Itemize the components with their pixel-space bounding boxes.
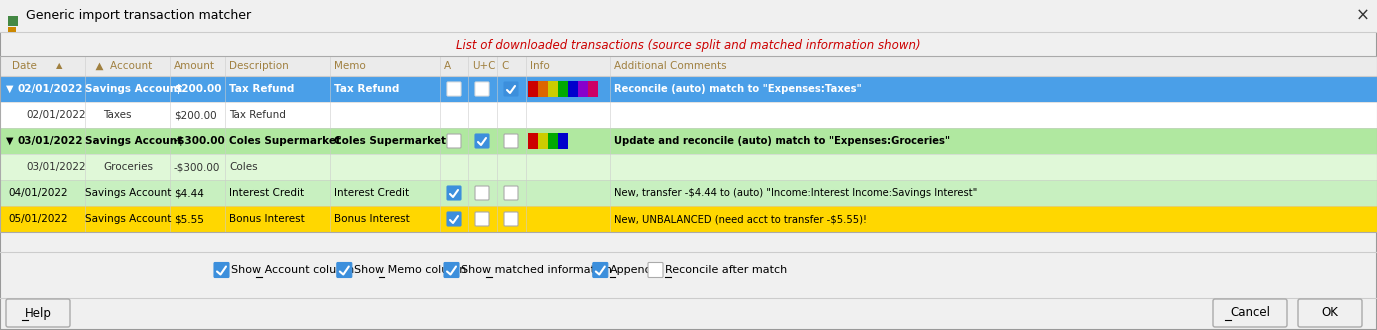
Text: 04/01/2022: 04/01/2022 xyxy=(8,188,67,198)
Bar xyxy=(0,206,1377,232)
Text: 03/01/2022: 03/01/2022 xyxy=(18,136,84,146)
Text: Bonus Interest: Bonus Interest xyxy=(229,214,304,224)
Text: Coles Supermarket: Coles Supermarket xyxy=(229,136,341,146)
Bar xyxy=(0,56,1377,232)
FancyBboxPatch shape xyxy=(504,186,518,200)
Text: A: A xyxy=(443,61,452,71)
Text: Coles: Coles xyxy=(229,162,257,172)
Text: Info: Info xyxy=(530,61,549,71)
Bar xyxy=(8,27,17,32)
Bar xyxy=(558,133,567,149)
Text: 02/01/2022: 02/01/2022 xyxy=(18,84,84,94)
Text: Reconcile after match: Reconcile after match xyxy=(665,265,788,275)
Bar xyxy=(0,128,1377,154)
Bar xyxy=(0,76,1377,102)
Text: Show Memo column: Show Memo column xyxy=(354,265,467,275)
Text: Append: Append xyxy=(610,265,653,275)
Text: Reconcile (auto) match to "Expenses:Taxes": Reconcile (auto) match to "Expenses:Taxe… xyxy=(614,84,862,94)
Text: Taxes: Taxes xyxy=(103,110,131,120)
FancyBboxPatch shape xyxy=(475,82,489,96)
Text: List of downloaded transactions (source split and matched information shown): List of downloaded transactions (source … xyxy=(456,40,921,52)
FancyBboxPatch shape xyxy=(213,262,229,278)
FancyBboxPatch shape xyxy=(337,262,351,278)
Text: C: C xyxy=(501,61,508,71)
Text: Interest Credit: Interest Credit xyxy=(229,188,304,198)
Bar xyxy=(588,81,598,97)
Text: $200.00: $200.00 xyxy=(174,110,216,120)
Text: 02/01/2022: 02/01/2022 xyxy=(26,110,85,120)
Text: Generic import transaction matcher: Generic import transaction matcher xyxy=(26,10,251,22)
Bar xyxy=(548,133,558,149)
FancyBboxPatch shape xyxy=(1213,299,1287,327)
Text: $200.00: $200.00 xyxy=(174,84,222,94)
FancyBboxPatch shape xyxy=(475,134,489,148)
Text: Description: Description xyxy=(229,61,289,71)
Text: Show Account column: Show Account column xyxy=(231,265,354,275)
FancyBboxPatch shape xyxy=(649,262,662,278)
Text: Savings Account: Savings Account xyxy=(85,136,182,146)
Text: Help: Help xyxy=(25,307,51,319)
FancyBboxPatch shape xyxy=(593,262,607,278)
Bar xyxy=(558,81,567,97)
Text: Date: Date xyxy=(12,61,37,71)
FancyBboxPatch shape xyxy=(448,82,461,96)
Text: Tax Refund: Tax Refund xyxy=(335,84,399,94)
Bar xyxy=(527,133,538,149)
Text: U+C: U+C xyxy=(472,61,496,71)
Text: OK: OK xyxy=(1322,307,1338,319)
Bar xyxy=(0,180,1377,206)
FancyBboxPatch shape xyxy=(448,134,461,148)
Text: -$300.00: -$300.00 xyxy=(174,162,220,172)
Text: Savings Account: Savings Account xyxy=(85,84,182,94)
Text: ▲  Account: ▲ Account xyxy=(90,61,153,71)
Bar xyxy=(0,0,1377,32)
Text: $5.55: $5.55 xyxy=(174,214,204,224)
Bar xyxy=(527,81,538,97)
Text: Interest Credit: Interest Credit xyxy=(335,188,409,198)
FancyBboxPatch shape xyxy=(448,186,461,200)
FancyBboxPatch shape xyxy=(1299,299,1362,327)
FancyBboxPatch shape xyxy=(443,262,459,278)
Text: Memo: Memo xyxy=(335,61,366,71)
Text: New, transfer -$4.44 to (auto) "Income:Interest Income:Savings Interest": New, transfer -$4.44 to (auto) "Income:I… xyxy=(614,188,978,198)
Bar xyxy=(538,133,548,149)
Bar xyxy=(548,81,558,97)
Text: Groceries: Groceries xyxy=(103,162,153,172)
Text: Additional Comments: Additional Comments xyxy=(614,61,727,71)
FancyBboxPatch shape xyxy=(504,134,518,148)
Text: Amount: Amount xyxy=(174,61,215,71)
FancyBboxPatch shape xyxy=(475,186,489,200)
Text: 03/01/2022: 03/01/2022 xyxy=(26,162,85,172)
Text: New, UNBALANCED (need acct to transfer -$5.55)!: New, UNBALANCED (need acct to transfer -… xyxy=(614,214,868,224)
FancyBboxPatch shape xyxy=(6,299,70,327)
Bar xyxy=(8,16,18,26)
Text: Savings Account: Savings Account xyxy=(85,188,171,198)
Bar xyxy=(567,81,578,97)
Text: Coles Supermarket: Coles Supermarket xyxy=(335,136,446,146)
Text: Tax Refund: Tax Refund xyxy=(229,110,286,120)
FancyBboxPatch shape xyxy=(504,82,518,96)
FancyBboxPatch shape xyxy=(475,212,489,226)
Text: Tax Refund: Tax Refund xyxy=(229,84,295,94)
Text: Savings Account: Savings Account xyxy=(85,214,171,224)
Text: ×: × xyxy=(1356,7,1370,25)
Bar xyxy=(0,154,1377,180)
FancyBboxPatch shape xyxy=(504,212,518,226)
Text: Cancel: Cancel xyxy=(1230,307,1270,319)
Text: ▼: ▼ xyxy=(6,84,14,94)
FancyBboxPatch shape xyxy=(448,212,461,226)
Text: 05/01/2022: 05/01/2022 xyxy=(8,214,67,224)
Text: ▼: ▼ xyxy=(6,136,14,146)
Bar xyxy=(578,81,588,97)
Text: ▲: ▲ xyxy=(56,61,62,71)
Text: $4.44: $4.44 xyxy=(174,188,204,198)
Text: Bonus Interest: Bonus Interest xyxy=(335,214,410,224)
Text: -$300.00: -$300.00 xyxy=(174,136,226,146)
Text: Show matched information: Show matched information xyxy=(461,265,611,275)
Bar xyxy=(0,102,1377,128)
Bar xyxy=(538,81,548,97)
Bar xyxy=(0,56,1377,76)
Text: Update and reconcile (auto) match to "Expenses:Groceries": Update and reconcile (auto) match to "Ex… xyxy=(614,136,950,146)
